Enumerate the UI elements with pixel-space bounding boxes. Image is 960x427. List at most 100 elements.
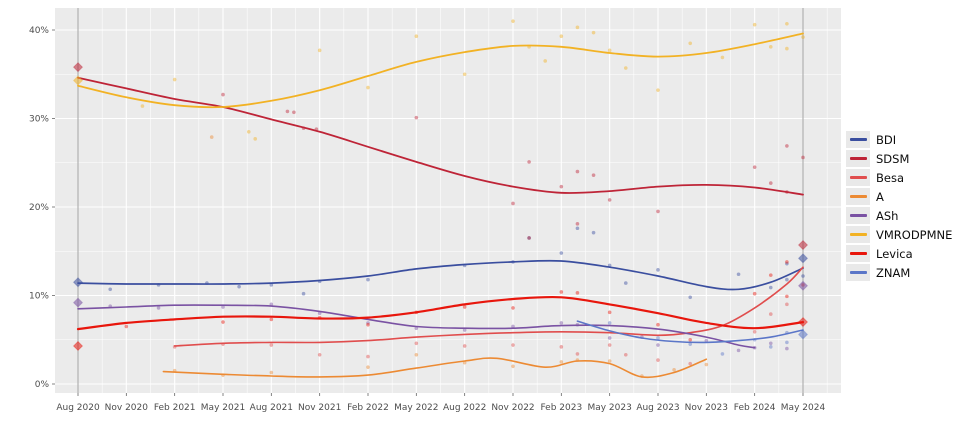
poll-point-sdsm bbox=[527, 160, 531, 164]
poll-point-besa bbox=[607, 343, 612, 347]
trend-line-znam bbox=[576, 320, 804, 344]
poll-point-ash bbox=[462, 328, 467, 332]
y-tick-label: 10% bbox=[29, 292, 49, 302]
poll-point-bdi bbox=[575, 226, 580, 231]
poll-point-ash bbox=[156, 306, 161, 310]
legend-swatch-znam bbox=[849, 271, 867, 274]
legend-key-bdi bbox=[846, 131, 870, 148]
poll-point-vmro bbox=[317, 48, 322, 53]
x-tick-label: Nov 2020 bbox=[105, 403, 149, 413]
legend-label-bdi: BDI bbox=[876, 132, 897, 147]
legend-item-ash: ASh bbox=[846, 206, 952, 225]
poll-point-levica bbox=[656, 322, 660, 327]
legend-swatch-a bbox=[849, 195, 867, 198]
poll-point-vmro bbox=[366, 85, 370, 90]
poll-point-a bbox=[269, 370, 274, 375]
poll-point-ash bbox=[221, 305, 225, 309]
poll-point-levica bbox=[511, 306, 515, 310]
y-tick-label: 0% bbox=[35, 380, 50, 390]
poll-point-ash bbox=[736, 348, 741, 353]
poll-point-besa bbox=[269, 343, 274, 347]
poll-point-vmro bbox=[575, 25, 580, 30]
trend-line-a bbox=[162, 357, 708, 379]
poll-point-bdi bbox=[768, 285, 773, 290]
x-tick-label: Nov 2021 bbox=[298, 403, 341, 413]
x-tick-label: May 2024 bbox=[781, 403, 826, 413]
x-tick-label: May 2022 bbox=[394, 403, 438, 413]
poll-point-sdsm bbox=[221, 92, 225, 97]
trend-line-besa bbox=[173, 266, 804, 347]
trend-line-sdsm bbox=[77, 76, 804, 196]
legend-label-ash: ASh bbox=[876, 208, 899, 223]
poll-point-bdi bbox=[108, 287, 113, 292]
poll-point-besa bbox=[414, 341, 419, 346]
legend-item-levica: Levica bbox=[846, 244, 952, 263]
poll-point-ash bbox=[768, 341, 773, 346]
poll-point-bdi bbox=[656, 268, 660, 272]
poll-point-sdsm bbox=[752, 165, 757, 169]
poll-point-vmro bbox=[172, 77, 177, 82]
poll-point-znam bbox=[720, 352, 725, 356]
poll-point-bdi bbox=[688, 295, 693, 300]
poll-point-sdsm bbox=[575, 169, 580, 174]
poll-point-sdsm bbox=[511, 201, 515, 206]
legend-key-a bbox=[846, 188, 870, 205]
poll-point-levica bbox=[124, 324, 129, 329]
legend-item-sdsm: SDSM bbox=[846, 149, 952, 168]
legend-key-ash bbox=[846, 207, 870, 224]
legend-item-vmro: VMRODPMNE bbox=[846, 225, 952, 244]
poll-point-ash bbox=[366, 321, 370, 325]
legend-key-znam bbox=[846, 264, 870, 281]
trend-line-levica bbox=[76, 295, 805, 331]
poll-point-levica bbox=[575, 291, 580, 295]
trend-line-bdi bbox=[77, 259, 804, 291]
poll-point-besa bbox=[317, 352, 322, 357]
legend-key-levica bbox=[846, 245, 870, 262]
poll-point-levica bbox=[462, 305, 467, 309]
poll-point-vmro bbox=[140, 104, 145, 108]
legend-item-a: A bbox=[846, 187, 952, 206]
poll-point-a bbox=[414, 352, 419, 357]
poll-point-vmro bbox=[246, 129, 251, 134]
poll-point-levica bbox=[607, 310, 612, 315]
poll-point-vmro bbox=[785, 46, 789, 51]
poll-point-ash bbox=[511, 324, 515, 329]
poll-point-vmro bbox=[623, 66, 628, 70]
x-tick-label: May 2021 bbox=[201, 403, 245, 413]
election-result-marker-ash bbox=[72, 297, 84, 308]
poll-point-sdsm bbox=[801, 155, 805, 160]
poll-point-ash bbox=[785, 346, 789, 351]
legend-label-znam: ZNAM bbox=[876, 265, 911, 280]
election-result-marker-bdi bbox=[797, 253, 809, 264]
election-result-marker-sdsm bbox=[797, 239, 809, 251]
poll-point-bdi bbox=[623, 281, 628, 285]
legend-key-vmro bbox=[846, 226, 870, 243]
poll-point-bdi bbox=[366, 277, 370, 282]
trend-line-ash bbox=[77, 304, 756, 349]
poll-point-ash bbox=[656, 343, 660, 347]
poll-point-sdsm bbox=[607, 198, 612, 202]
poll-point-besa bbox=[656, 358, 660, 362]
poll-point-bdi bbox=[591, 230, 596, 235]
poll-point-levica bbox=[269, 317, 274, 322]
legend-item-bdi: BDI bbox=[846, 130, 952, 149]
y-tick-label: 20% bbox=[29, 203, 49, 213]
legend-label-vmro: VMRODPMNE bbox=[876, 227, 953, 242]
poll-point-vmro bbox=[768, 45, 773, 49]
poll-point-bdi bbox=[801, 274, 805, 278]
poll-point-bdi bbox=[301, 291, 306, 296]
election-result-marker-znam bbox=[797, 329, 809, 340]
legend-label-a: A bbox=[876, 189, 884, 204]
legend-swatch-vmro bbox=[849, 233, 867, 236]
poll-point-bdi bbox=[559, 251, 564, 255]
poll-point-a bbox=[607, 359, 612, 363]
legend-label-besa: Besa bbox=[876, 170, 905, 185]
poll-point-besa bbox=[688, 361, 693, 366]
x-tick-label: Nov 2022 bbox=[491, 403, 534, 413]
poll-point-vmro bbox=[543, 59, 548, 63]
poll-point-besa bbox=[462, 344, 467, 348]
x-tick-label: Aug 2022 bbox=[443, 403, 486, 413]
poll-point-levica bbox=[785, 294, 789, 299]
election-result-marker-ash bbox=[797, 280, 809, 291]
